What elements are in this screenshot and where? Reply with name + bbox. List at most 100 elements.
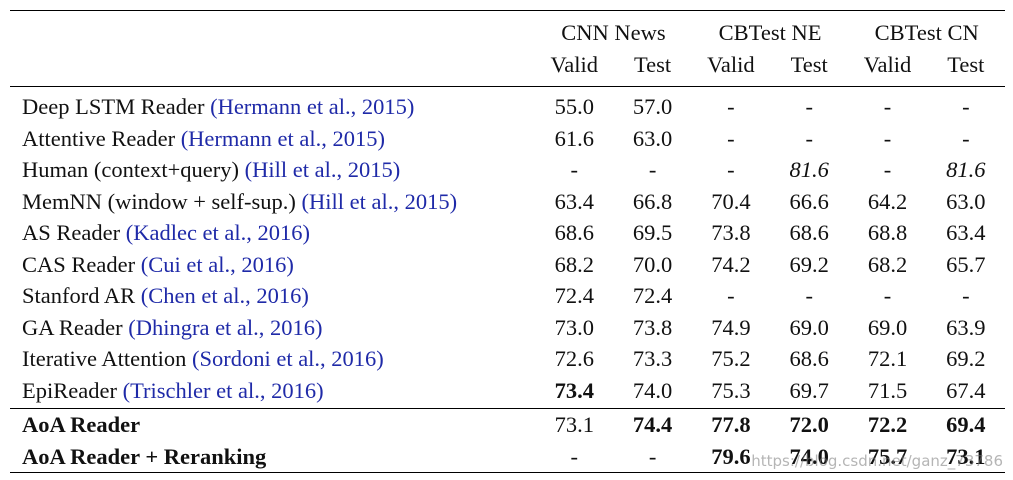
table-row: AS Reader (Kadlec et al., 2016) 68.6 69.…	[10, 217, 1005, 249]
value-cell: 73.8	[711, 220, 751, 245]
value-cell-human: 81.6	[946, 157, 986, 182]
citation-link[interactable]: (Hill et al., 2015)	[301, 188, 458, 214]
group-header-cbtest-cn: CBTest CN	[874, 20, 979, 45]
value-cell: 57.0	[632, 94, 673, 119]
value-cell: -	[883, 157, 892, 182]
value-cell: -	[805, 125, 813, 151]
model-cell: Stanford AR (Chen et al., 2016)	[10, 280, 535, 312]
model-name: Iterative Attention	[22, 346, 187, 371]
value-cell-best: 79.6	[711, 443, 751, 469]
value-cell-best: 73.4	[554, 377, 594, 403]
citation-link[interactable]: (Hermann et al., 2015)	[180, 125, 385, 151]
sub-header-cnn-test: Test	[633, 51, 672, 77]
value-cell: 69.2	[789, 251, 829, 277]
table-row: CAS Reader (Cui et al., 2016) 68.2 70.0 …	[10, 249, 1005, 281]
header-empty-cell	[10, 11, 535, 49]
value-cell: 63.0	[946, 188, 986, 214]
model-name: Deep LSTM Reader	[22, 94, 205, 119]
value-cell: 73.1	[554, 412, 594, 437]
value-cell: 65.7	[946, 251, 986, 277]
value-cell: 61.6	[554, 125, 594, 151]
citation-link[interactable]: (Dhingra et al., 2016)	[128, 314, 323, 340]
value-cell-best: 72.0	[789, 412, 829, 437]
value-cell: -	[648, 443, 657, 469]
table-row: Human (context+query) (Hill et al., 2015…	[10, 154, 1005, 186]
value-cell: 74.2	[711, 251, 751, 277]
value-cell: 64.2	[867, 188, 908, 214]
sub-header-row: Valid Test Valid Test Valid Test	[10, 49, 1005, 87]
model-name: CAS Reader	[22, 251, 136, 277]
value-cell: -	[883, 283, 892, 308]
proposed-rows: AoA Reader 73.1 74.4 77.8 72.0 72.2 69.4…	[10, 408, 1005, 473]
value-cell-human: 81.6	[789, 157, 829, 182]
value-cell: -	[727, 94, 735, 119]
sub-header-cn-test: Test	[947, 51, 985, 77]
citation-link[interactable]: (Hill et al., 2015)	[244, 157, 401, 182]
value-cell: 74.0	[632, 377, 673, 403]
value-cell: 63.0	[632, 125, 673, 151]
table-row-aoa-rerank: AoA Reader + Reranking - - 79.6 74.0 75.…	[10, 441, 1005, 473]
value-cell: 63.4	[554, 188, 594, 214]
value-cell: 67.4	[946, 377, 986, 403]
value-cell: -	[570, 157, 579, 182]
citation-link[interactable]: (Cui et al., 2016)	[140, 251, 294, 277]
value-cell: 68.2	[867, 251, 908, 277]
value-cell: -	[962, 94, 970, 119]
value-cell: -	[805, 283, 813, 308]
model-cell: GA Reader (Dhingra et al., 2016)	[10, 312, 535, 344]
watermark-text: https://blog.csdn.net/ganz_73786	[751, 452, 1003, 470]
model-name: MemNN (window + self-sup.)	[22, 188, 296, 214]
value-cell: -	[962, 283, 970, 308]
sub-header-empty-cell	[10, 49, 535, 87]
value-cell-best: 73.1	[946, 443, 986, 469]
table-row: EpiReader (Trischler et al., 2016) 73.4 …	[10, 375, 1005, 409]
group-header-row: CNN News CBTest NE CBTest CN	[10, 11, 1005, 49]
sub-header-cn-valid: Valid	[863, 51, 912, 77]
section-rule	[10, 408, 1005, 409]
sub-header-ne-test: Test	[790, 51, 828, 77]
value-cell: -	[570, 443, 579, 469]
value-cell: 66.8	[632, 188, 673, 214]
value-cell: 75.3	[711, 377, 751, 403]
model-cell: EpiReader (Trischler et al., 2016)	[10, 375, 535, 409]
value-cell: 72.4	[632, 283, 673, 308]
value-cell: 73.8	[632, 314, 673, 340]
value-cell: -	[805, 94, 813, 119]
table-row: Iterative Attention (Sordoni et al., 201…	[10, 343, 1005, 375]
value-cell: -	[648, 157, 657, 182]
citation-link[interactable]: (Kadlec et al., 2016)	[125, 220, 311, 245]
table-row: Deep LSTM Reader (Hermann et al., 2015) …	[10, 91, 1005, 123]
value-cell-best: 75.7	[867, 443, 908, 469]
value-cell: 69.7	[789, 377, 829, 403]
value-cell: 66.6	[789, 188, 829, 214]
model-name: GA Reader	[22, 314, 123, 340]
model-cell: MemNN (window + self-sup.) (Hill et al.,…	[10, 186, 535, 218]
value-cell: 73.3	[632, 346, 673, 371]
value-cell: 70.4	[711, 188, 751, 214]
value-cell: 68.2	[554, 251, 594, 277]
model-name: EpiReader	[22, 377, 117, 403]
value-cell: 68.6	[789, 220, 829, 245]
citation-link[interactable]: (Trischler et al., 2016)	[122, 377, 324, 403]
model-name: AS Reader	[22, 220, 121, 245]
citation-link[interactable]: (Chen et al., 2016)	[140, 283, 309, 308]
sub-header-ne-valid: Valid	[707, 51, 755, 77]
model-name-bold: AoA Reader	[22, 412, 141, 437]
value-cell-best: 77.8	[711, 412, 751, 437]
value-cell: 74.9	[711, 314, 751, 340]
group-header-cbtest-ne: CBTest NE	[718, 20, 822, 45]
model-name: Human (context+query)	[22, 157, 239, 182]
model-cell: Deep LSTM Reader (Hermann et al., 2015)	[10, 91, 535, 123]
model-cell: Iterative Attention (Sordoni et al., 201…	[10, 343, 535, 375]
model-name: Stanford AR	[22, 283, 136, 308]
value-cell: -	[727, 283, 735, 308]
citation-link[interactable]: (Sordoni et al., 2016)	[191, 346, 384, 371]
value-cell-best: 69.4	[946, 412, 986, 437]
citation-link[interactable]: (Hermann et al., 2015)	[210, 94, 415, 119]
value-cell: 68.6	[789, 346, 829, 371]
value-cell: 63.4	[946, 220, 986, 245]
value-cell: 69.5	[632, 220, 673, 245]
value-cell: 68.8	[867, 220, 908, 245]
value-cell: 69.2	[946, 346, 986, 371]
model-name-bold: AoA Reader + Reranking	[22, 443, 267, 469]
